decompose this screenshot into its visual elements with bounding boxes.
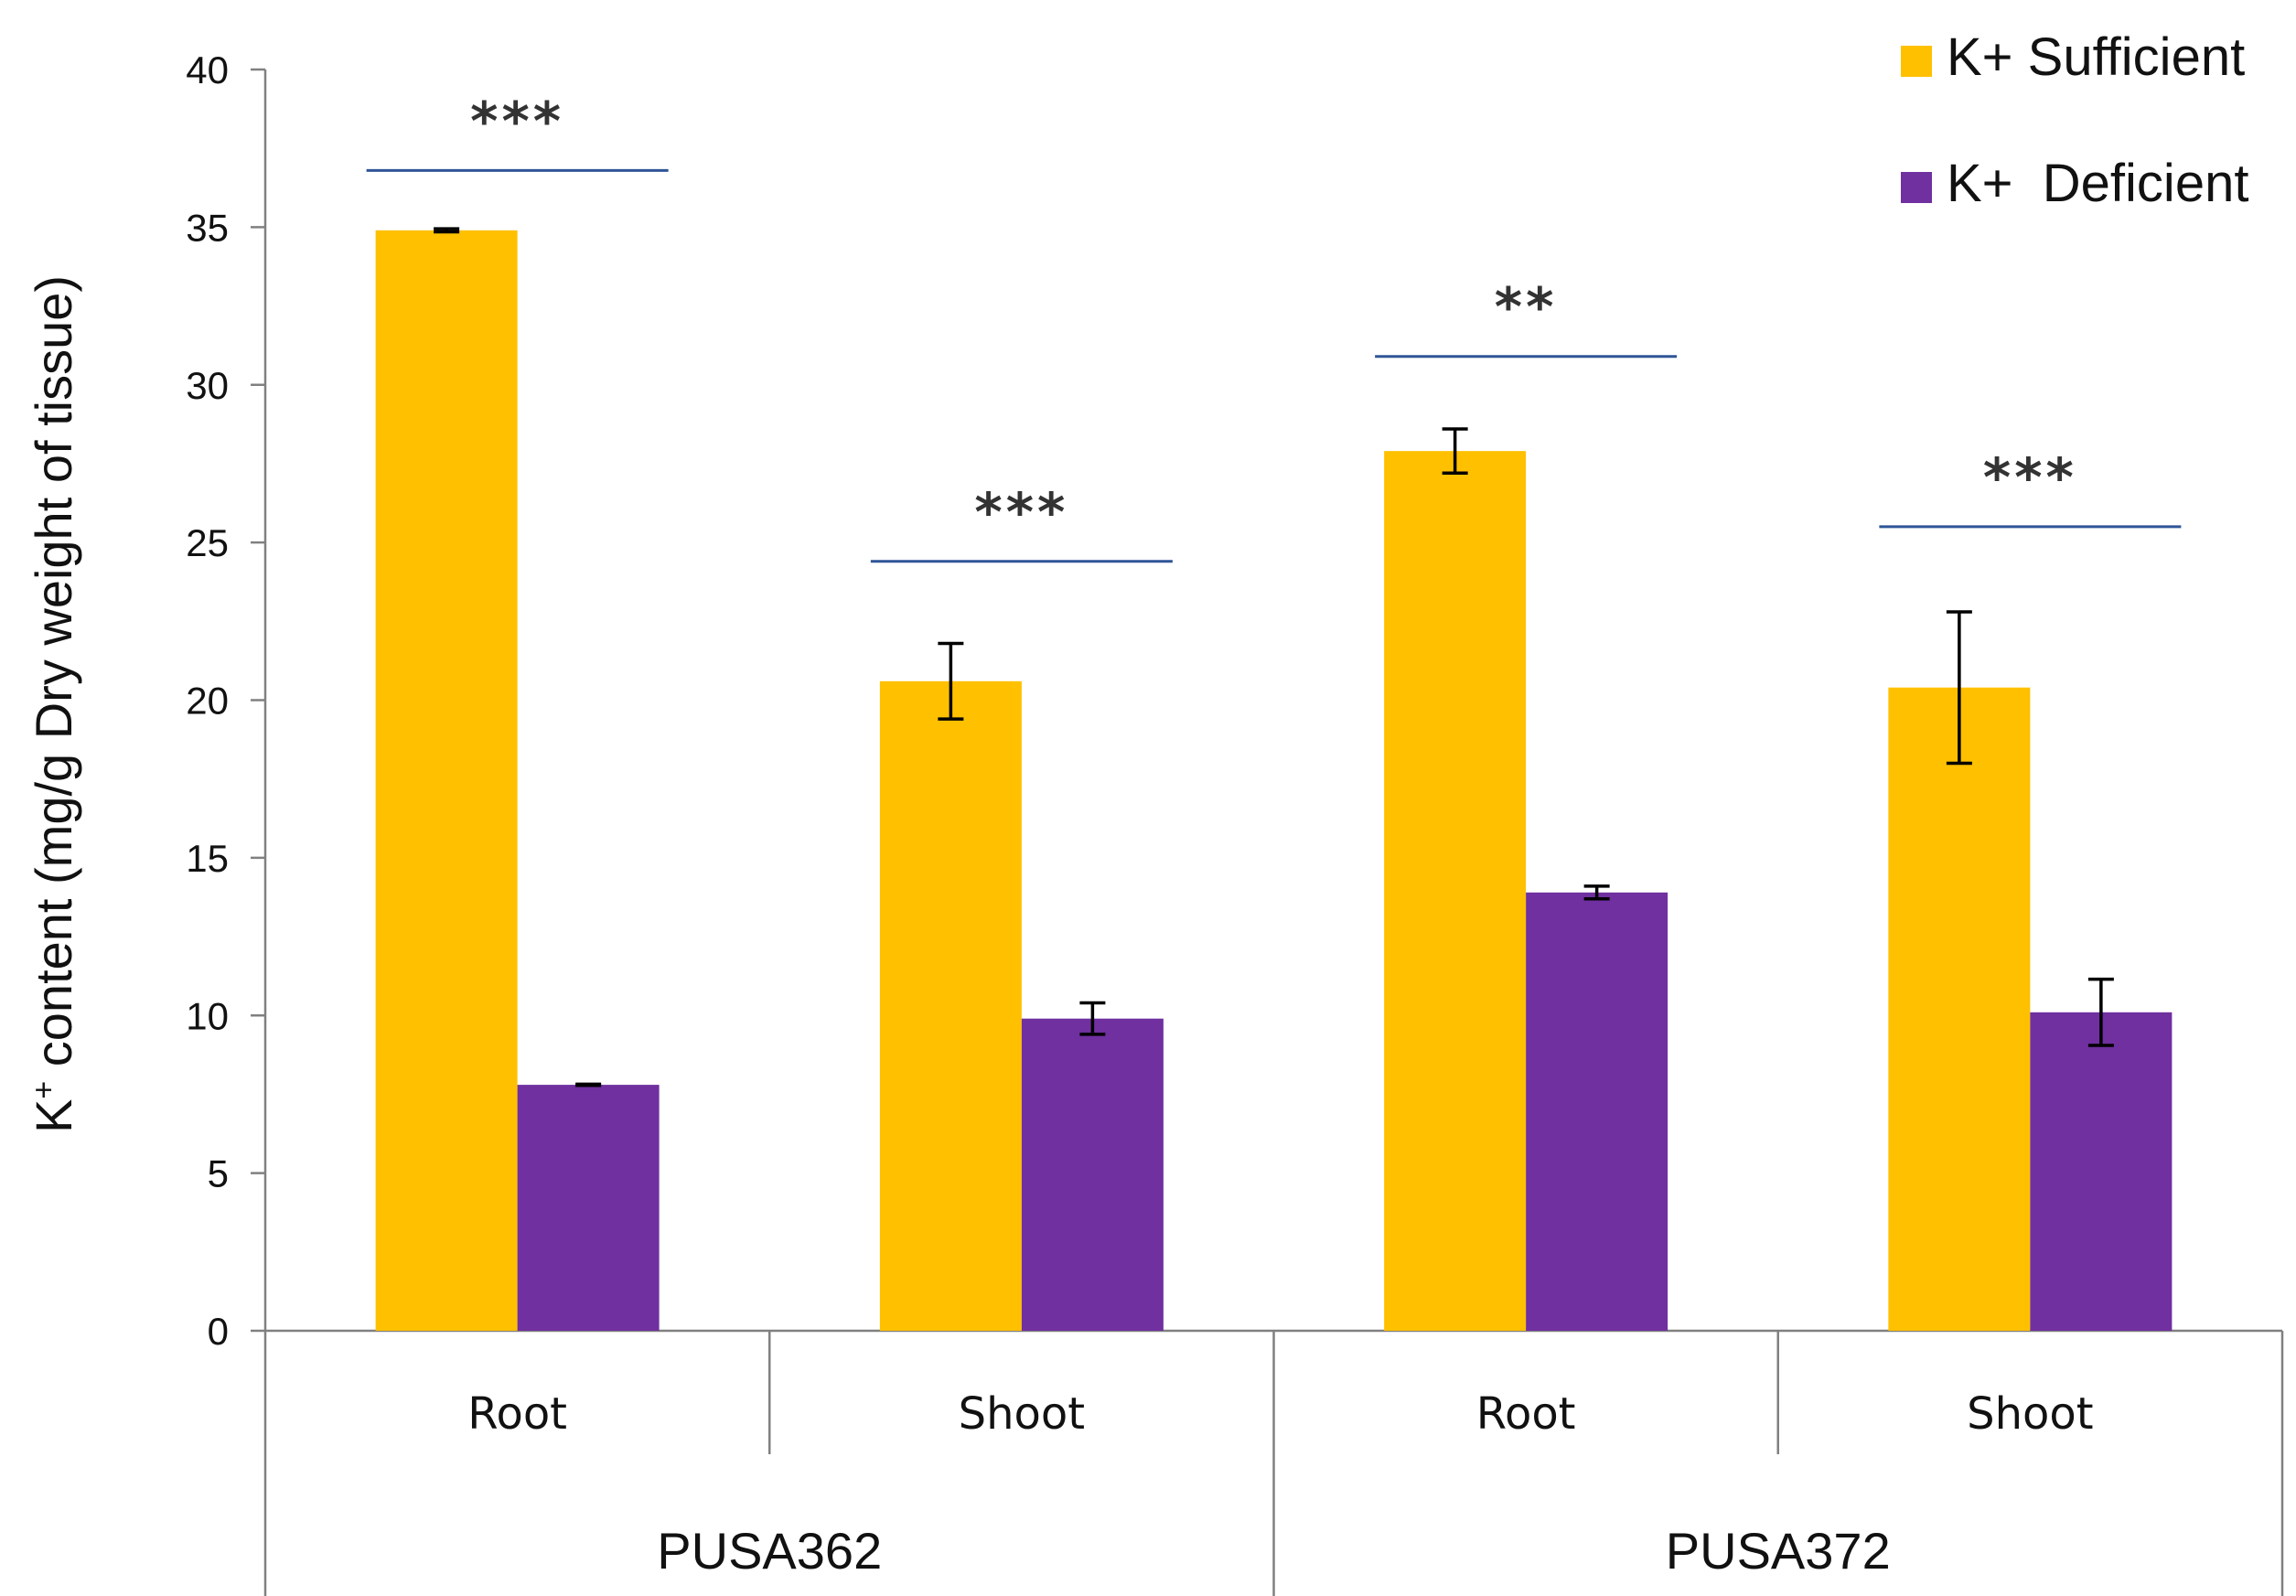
x-axis-labels: Root Shoot Root Shoot PUSA362 PUSA372 — [467, 1388, 2093, 1580]
significance-label: *** — [1983, 446, 2077, 509]
significance-label: *** — [974, 481, 1068, 543]
legend-swatch-sufficient — [1901, 46, 1932, 77]
legend-label: K+ Sufficient — [1947, 27, 2245, 87]
bar-deficient — [2030, 1012, 2173, 1331]
y-axis-title-superscript: + — [27, 1081, 61, 1099]
y-ticks: 0 5 10 15 20 25 30 35 40 — [186, 48, 265, 1353]
y-tick-label: 30 — [186, 364, 229, 407]
bar-deficient — [1021, 1018, 1164, 1331]
y-tick-label: 5 — [208, 1152, 229, 1195]
bar-sufficient — [1384, 451, 1527, 1332]
bar-sufficient — [879, 680, 1022, 1331]
bar-sufficient — [375, 230, 518, 1331]
bars — [375, 230, 2173, 1332]
y-tick-label: 15 — [186, 837, 229, 880]
legend-swatch-deficient — [1901, 172, 1932, 203]
error-bars — [434, 227, 2114, 1087]
bar-deficient — [1526, 892, 1668, 1331]
y-tick-label: 35 — [186, 206, 229, 249]
y-tick-label: 40 — [186, 48, 229, 91]
category-label: Shoot — [959, 1388, 1085, 1440]
group-label: PUSA362 — [657, 1522, 882, 1580]
significance-label: *** — [470, 90, 564, 152]
y-axis-title-text: K+ content (mg/g Dry weight of tissue) — [25, 275, 82, 1133]
y-tick-label: 25 — [186, 521, 229, 564]
y-tick-label: 10 — [186, 994, 229, 1037]
significance-markers: *********** — [366, 90, 2182, 563]
category-label: Root — [467, 1388, 567, 1440]
y-axis-title-prefix: K — [25, 1099, 82, 1133]
y-tick-label: 20 — [186, 680, 229, 723]
bar-sufficient — [1888, 687, 2031, 1331]
bar-deficient — [517, 1085, 660, 1331]
category-label: Shoot — [1967, 1388, 2093, 1440]
y-tick-label: 0 — [208, 1310, 229, 1353]
group-label: PUSA372 — [1666, 1522, 1891, 1580]
y-axis-title: K+ content (mg/g Dry weight of tissue) — [25, 275, 82, 1133]
legend-label: K+ Deficient — [1947, 154, 2248, 213]
significance-label: ** — [1495, 276, 1558, 338]
category-label: Root — [1476, 1388, 1576, 1440]
y-axis-title-rest: content (mg/g Dry weight of tissue) — [25, 275, 82, 1081]
legend: K+ Sufficient K+ Deficient — [1901, 27, 2248, 213]
